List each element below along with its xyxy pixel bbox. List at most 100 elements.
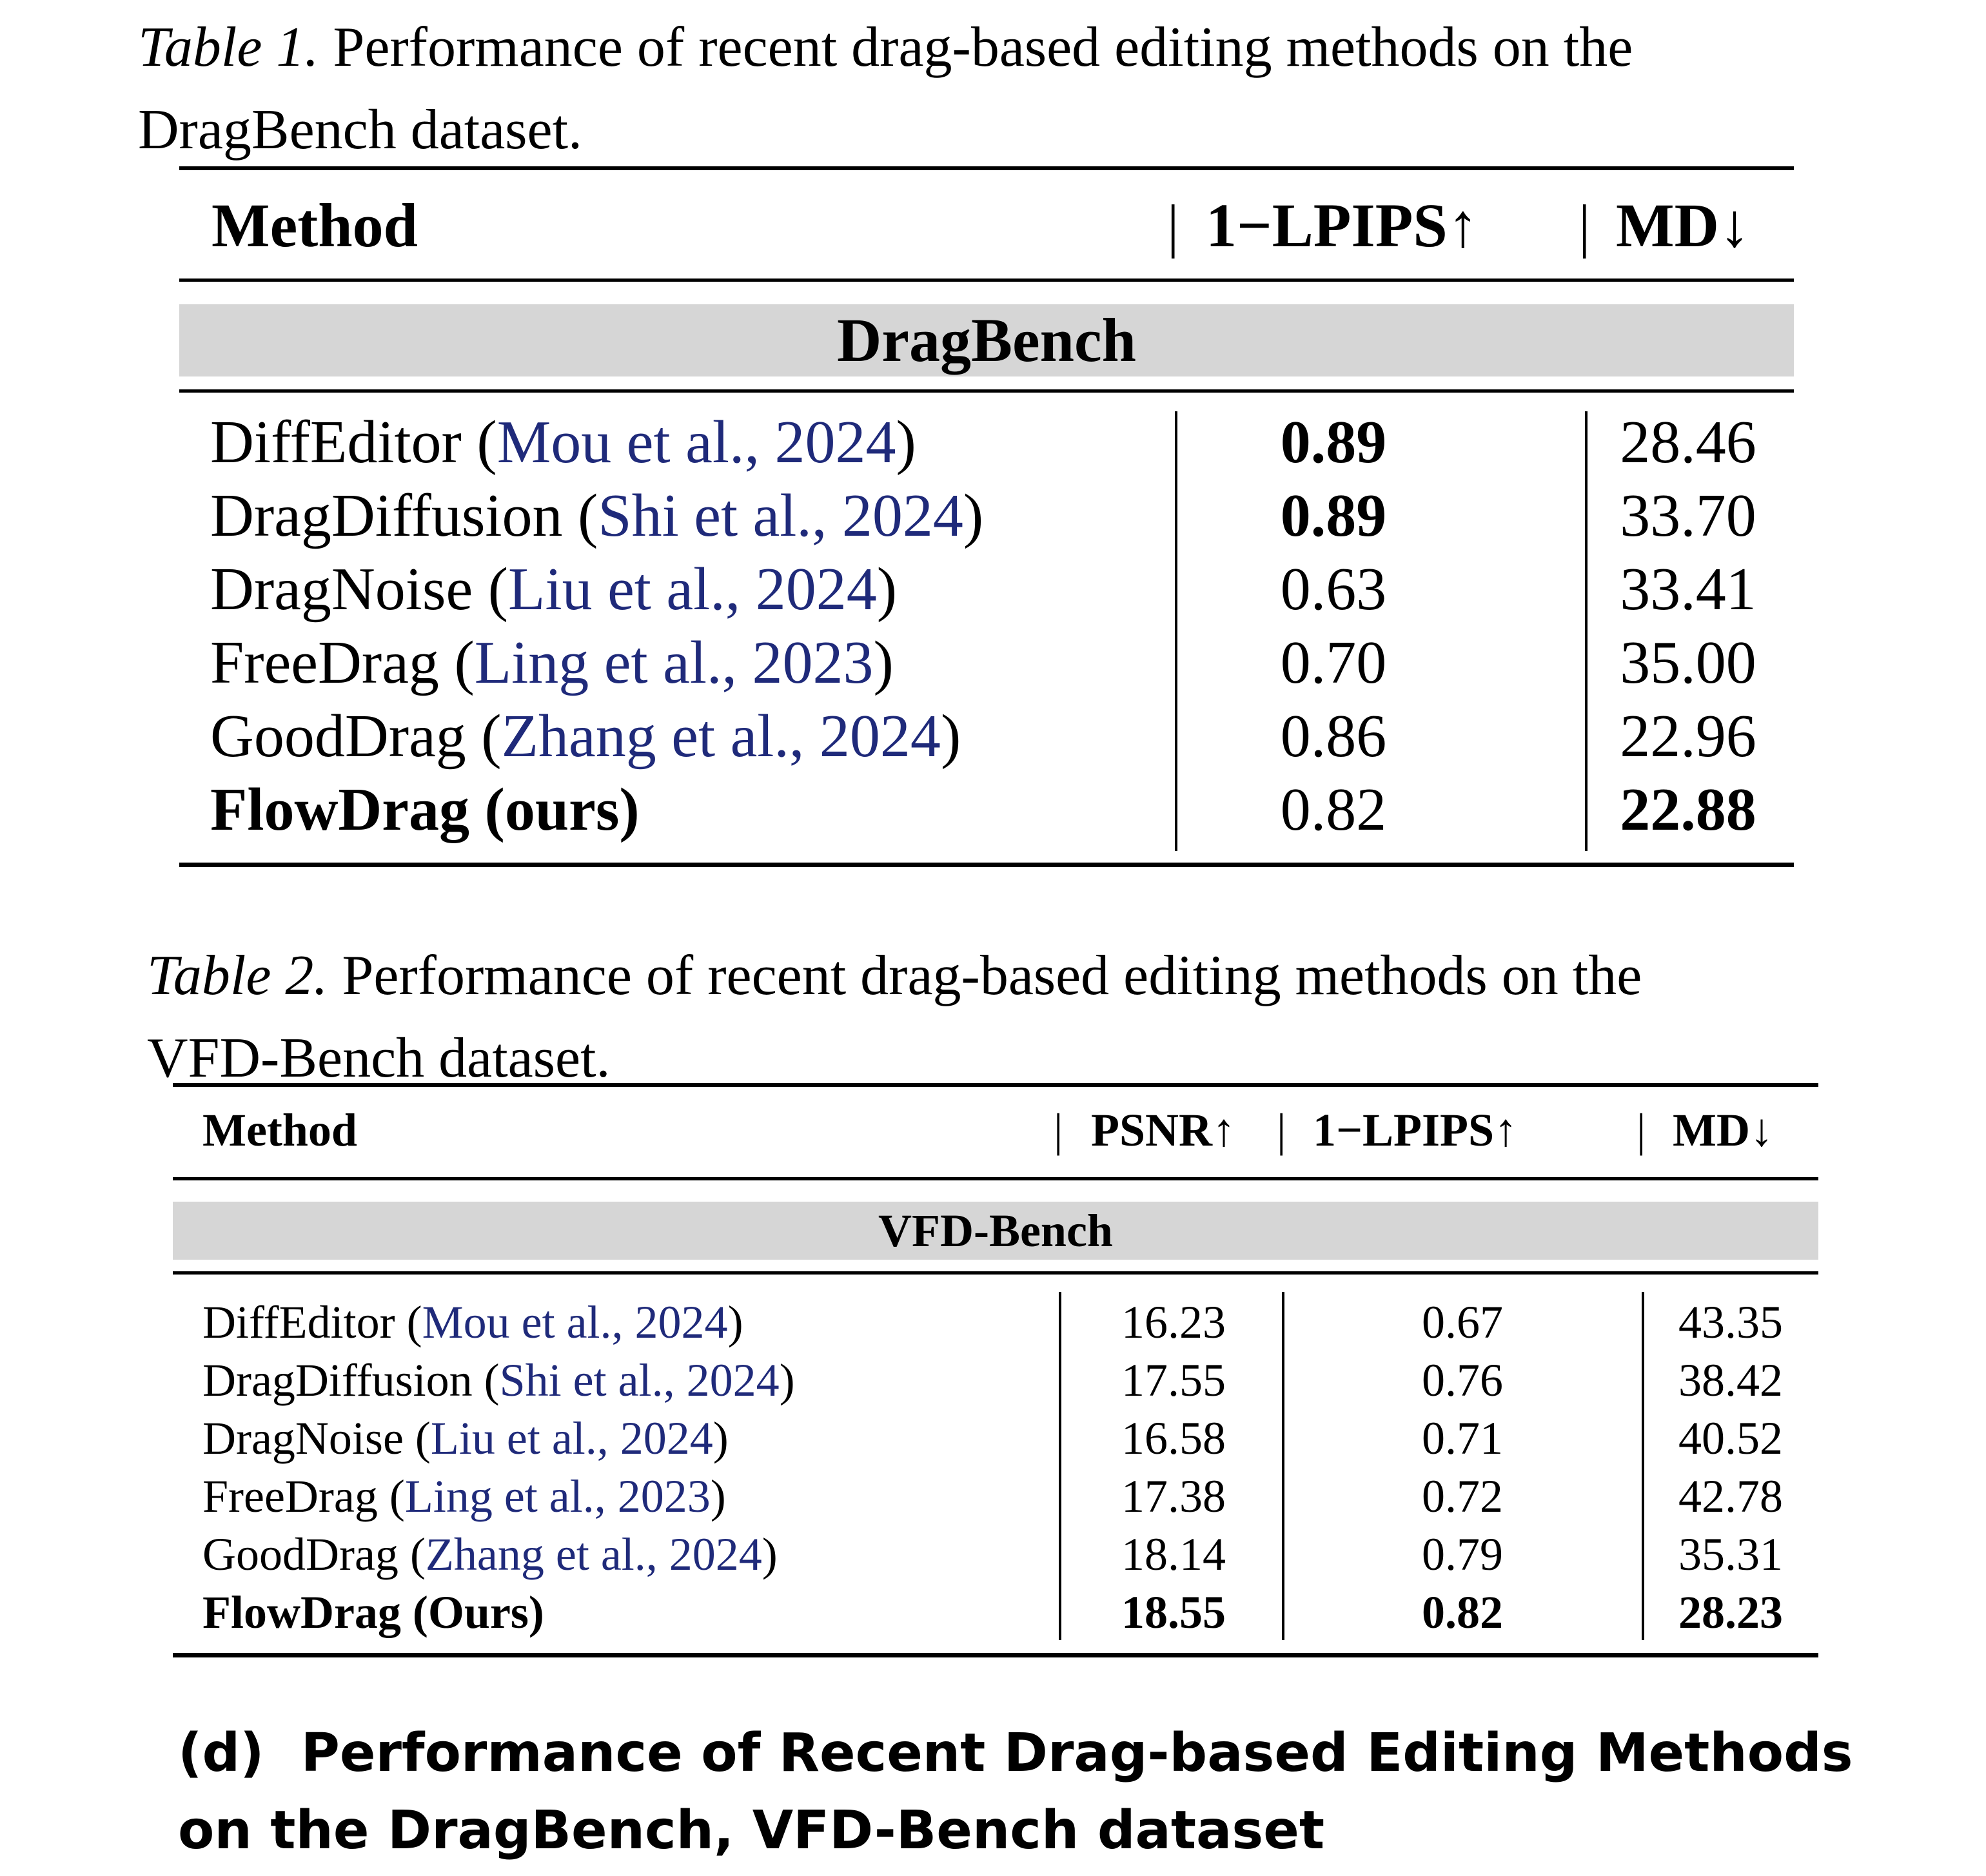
table1-section-band xyxy=(179,304,1794,376)
table2-row: DiffEditor (Mou et al., 2024) 16.23 0.67… xyxy=(173,1293,1818,1351)
table2-lpips-value: 0.82 xyxy=(1422,1587,1503,1638)
table2-header-rule xyxy=(173,1177,1818,1180)
citation-link[interactable]: Mou et al., 2024 xyxy=(496,409,896,476)
table1-vline-2 xyxy=(1585,411,1588,851)
table1-lpips-value: 0.82 xyxy=(1280,776,1387,843)
table2-row: FreeDrag (Ling et al., 2023) 17.38 0.72 … xyxy=(173,1467,1818,1525)
table2-row-ours: FlowDrag (Ours) 18.55 0.82 28.23 xyxy=(173,1583,1818,1641)
table2-method-name: DragDiffusion xyxy=(202,1354,473,1406)
table2-psnr-value: 18.14 xyxy=(1121,1529,1226,1580)
table2-bottom-rule xyxy=(173,1653,1818,1657)
table1-method-name: DragDiffusion xyxy=(210,482,563,549)
table2-caption-line1: Performance of recent drag-based editing… xyxy=(342,944,1642,1007)
table1-lpips-value: 0.70 xyxy=(1280,629,1387,696)
table2-caption: Table 2. Performance of recent drag-base… xyxy=(147,935,1642,1100)
table2-md-value: 28.23 xyxy=(1678,1587,1783,1638)
table1-md-value: 33.41 xyxy=(1620,556,1756,623)
table1-top-rule xyxy=(179,166,1794,170)
table2-method-name: FreeDrag xyxy=(202,1471,378,1522)
table1: Method | 1−LPIPS↑ | MD↓ DragBench DiffEd… xyxy=(179,166,1794,870)
table2-header-psnr: PSNR↑ xyxy=(1091,1104,1236,1156)
citation-link[interactable]: Liu et al., 2024 xyxy=(508,556,877,623)
table2-psnr-value: 18.55 xyxy=(1121,1587,1226,1638)
table2-lpips-value: 0.76 xyxy=(1422,1354,1503,1406)
table2-header-md: MD↓ xyxy=(1673,1104,1773,1156)
table2-caption-label: Table 2. xyxy=(147,944,328,1007)
table2-lpips-value: 0.67 xyxy=(1422,1296,1503,1348)
table1-header-rule xyxy=(179,278,1794,282)
table1-md-value: 22.96 xyxy=(1620,703,1756,770)
table2-section-rule xyxy=(173,1271,1818,1275)
figure-caption-line1: (d) Performance of Recent Drag-based Edi… xyxy=(178,1723,1853,1784)
table1-header-method: Method xyxy=(211,191,418,260)
table1-row: GoodDrag (Zhang et al., 2024) 0.86 22.96 xyxy=(179,700,1794,772)
table2-top-rule xyxy=(173,1083,1818,1087)
citation-link[interactable]: Ling et al., 2023 xyxy=(474,629,874,696)
citation-link[interactable]: Liu et al., 2024 xyxy=(430,1412,713,1464)
table2-psnr-value: 17.55 xyxy=(1121,1354,1226,1406)
table1-lpips-value: 0.89 xyxy=(1280,409,1387,476)
table2-md-value: 35.31 xyxy=(1678,1529,1783,1580)
citation-link[interactable]: Mou et al., 2024 xyxy=(422,1296,728,1348)
table1-section-rule xyxy=(179,389,1794,393)
table2-vline-3 xyxy=(1642,1292,1644,1640)
table1-md-value: 28.46 xyxy=(1620,409,1756,476)
table1-caption-label: Table 1. xyxy=(138,16,319,79)
table1-row: DiffEditor (Mou et al., 2024) 0.89 28.46 xyxy=(179,406,1794,478)
table1-header-lpips: 1−LPIPS↑ xyxy=(1206,191,1479,260)
table1-row: DragNoise (Liu et al., 2024) 0.63 33.41 xyxy=(179,553,1794,625)
citation-link[interactable]: Ling et al., 2023 xyxy=(404,1471,711,1522)
table2-psnr-value: 16.23 xyxy=(1121,1296,1226,1348)
table1-caption: Table 1. Performance of recent drag-base… xyxy=(138,6,1633,171)
table2-lpips-value: 0.79 xyxy=(1422,1529,1503,1580)
table1-md-value: 22.88 xyxy=(1620,776,1756,843)
table2-header-sep1: | xyxy=(1054,1104,1063,1156)
table2-lpips-value: 0.71 xyxy=(1422,1412,1503,1464)
table2-header-sep3: | xyxy=(1637,1104,1646,1156)
table2-md-value: 42.78 xyxy=(1678,1471,1783,1522)
table2-psnr-value: 16.58 xyxy=(1121,1412,1226,1464)
table2-header-lpips: 1−LPIPS↑ xyxy=(1313,1104,1518,1156)
table2-lpips-value: 0.72 xyxy=(1422,1471,1503,1522)
table1-md-value: 33.70 xyxy=(1620,482,1756,549)
table2-section-band xyxy=(173,1202,1818,1260)
figure-caption-line2: on the DragBench, VFD-Bench dataset xyxy=(178,1800,1325,1861)
citation-link[interactable]: Shi et al., 2024 xyxy=(598,482,963,549)
table1-method-name: DiffEditor xyxy=(210,409,462,476)
citation-link[interactable]: Zhang et al., 2024 xyxy=(425,1529,762,1580)
table2-method-name: DiffEditor xyxy=(202,1296,395,1348)
table1-caption-line2: DragBench dataset. xyxy=(138,99,583,161)
table2: Method | PSNR↑ | 1−LPIPS↑ | MD↓ VFD-Benc… xyxy=(173,1083,1818,1663)
table2-row: DragDiffusion (Shi et al., 2024) 17.55 0… xyxy=(173,1351,1818,1409)
citation-link[interactable]: Shi et al., 2024 xyxy=(499,1354,780,1406)
table1-lpips-value: 0.86 xyxy=(1280,703,1387,770)
table1-vline-1 xyxy=(1175,411,1177,851)
citation-link[interactable]: Zhang et al., 2024 xyxy=(501,703,941,770)
table2-psnr-value: 17.38 xyxy=(1121,1471,1226,1522)
table2-row: DragNoise (Liu et al., 2024) 16.58 0.71 … xyxy=(173,1409,1818,1467)
table1-method-name: GoodDrag xyxy=(210,703,466,770)
table1-section-label: DragBench xyxy=(837,306,1136,375)
table2-md-value: 38.42 xyxy=(1678,1354,1783,1406)
table2-method-name: GoodDrag xyxy=(202,1529,398,1580)
table1-row: DragDiffusion (Shi et al., 2024) 0.89 33… xyxy=(179,480,1794,552)
table1-header-sep2: | xyxy=(1578,193,1591,259)
table1-method-name: DragNoise xyxy=(210,556,473,623)
table1-method-name: FreeDrag xyxy=(210,629,439,696)
table1-lpips-value: 0.63 xyxy=(1280,556,1387,623)
table1-method-name: FlowDrag (ours) xyxy=(210,776,640,843)
table2-section-label: VFD-Bench xyxy=(878,1205,1113,1256)
table1-lpips-value: 0.89 xyxy=(1280,482,1387,549)
table2-vline-2 xyxy=(1282,1292,1284,1640)
table2-header-method: Method xyxy=(202,1104,357,1156)
table2-method-name: DragNoise xyxy=(202,1412,404,1464)
table1-header-md: MD↓ xyxy=(1616,191,1750,260)
table1-bottom-rule xyxy=(179,863,1794,867)
table1-caption-line1: Performance of recent drag-based editing… xyxy=(333,16,1633,79)
table2-row: GoodDrag (Zhang et al., 2024) 18.14 0.79… xyxy=(173,1525,1818,1583)
table2-md-value: 43.35 xyxy=(1678,1296,1783,1348)
table2-header-sep2: | xyxy=(1277,1104,1286,1156)
table2-vline-1 xyxy=(1059,1292,1061,1640)
table2-method-name: FlowDrag (Ours) xyxy=(202,1587,544,1638)
table1-header-sep1: | xyxy=(1167,193,1179,259)
